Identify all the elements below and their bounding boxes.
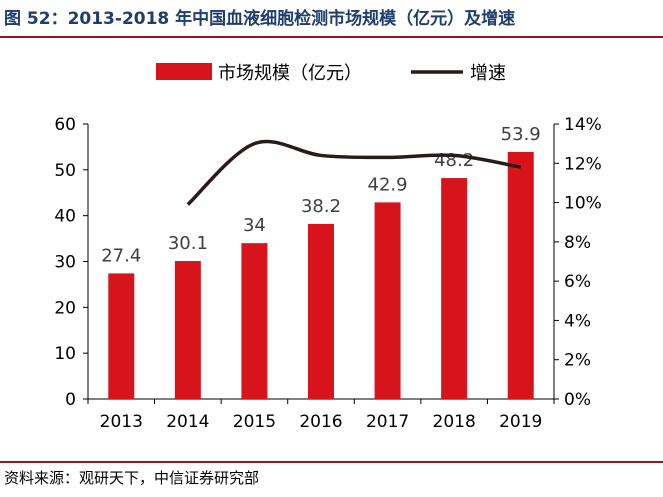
y-right-tick-label: 8%: [564, 233, 591, 253]
bar-value-label: 48.2: [434, 150, 474, 171]
legend-label-bar: 市场规模（亿元）: [218, 63, 362, 84]
bar-value-label: 30.1: [168, 233, 208, 254]
y-left-tick-label: 10: [54, 344, 76, 364]
source-rule: [0, 461, 663, 463]
x-tick-label: 2018: [433, 412, 476, 432]
y-right-tick-label: 4%: [564, 311, 591, 331]
y-left-tick-label: 40: [54, 207, 76, 227]
x-tick-label: 2014: [166, 412, 209, 432]
bar: [108, 273, 135, 399]
y-right-tick-label: 0%: [564, 390, 591, 410]
bar-value-label: 27.4: [101, 245, 141, 266]
bar: [241, 243, 268, 399]
y-right-tick-label: 2%: [564, 351, 591, 371]
y-right-tick-label: 14%: [564, 115, 602, 135]
y-left-tick-label: 0: [65, 390, 76, 410]
bar-value-label: 34: [243, 215, 266, 236]
bar: [174, 261, 201, 399]
y-left-tick-label: 60: [54, 115, 76, 135]
y-right-tick-label: 10%: [564, 194, 602, 214]
x-tick-label: 2017: [366, 412, 409, 432]
y-left-tick-label: 20: [54, 298, 76, 318]
y-right-tick-label: 6%: [564, 272, 591, 292]
y-left-tick-label: 50: [54, 161, 76, 181]
y-left-tick-label: 30: [54, 253, 76, 273]
legend-label-line: 增速: [470, 63, 506, 84]
growth-line: [186, 139, 522, 206]
source-note: 资料来源：观研天下，中信证券研究部: [4, 469, 260, 487]
bar: [308, 223, 334, 399]
bar-value-label: 53.9: [501, 124, 541, 145]
figure-title: 图 52：2013-2018 年中国血液细胞检测市场规模（亿元）及增速: [4, 9, 516, 29]
x-tick-label: 2013: [100, 412, 143, 432]
bar: [441, 178, 468, 399]
title-rule: [0, 36, 663, 38]
bar: [507, 151, 534, 399]
x-tick-label: 2015: [233, 412, 276, 432]
x-tick-label: 2016: [299, 412, 342, 432]
y-right-tick-label: 12%: [564, 154, 602, 174]
bar-value-label: 42.9: [368, 174, 408, 195]
x-tick-label: 2019: [499, 412, 542, 432]
legend-swatch-bar: [156, 63, 212, 80]
bar-value-label: 38.2: [301, 196, 341, 217]
bar: [374, 202, 401, 399]
combo-chart: 0 10 20 30 40 50 60 0% 2% 4% 6% 8% 10% 12% 14% 2013 2014…: [54, 63, 602, 432]
